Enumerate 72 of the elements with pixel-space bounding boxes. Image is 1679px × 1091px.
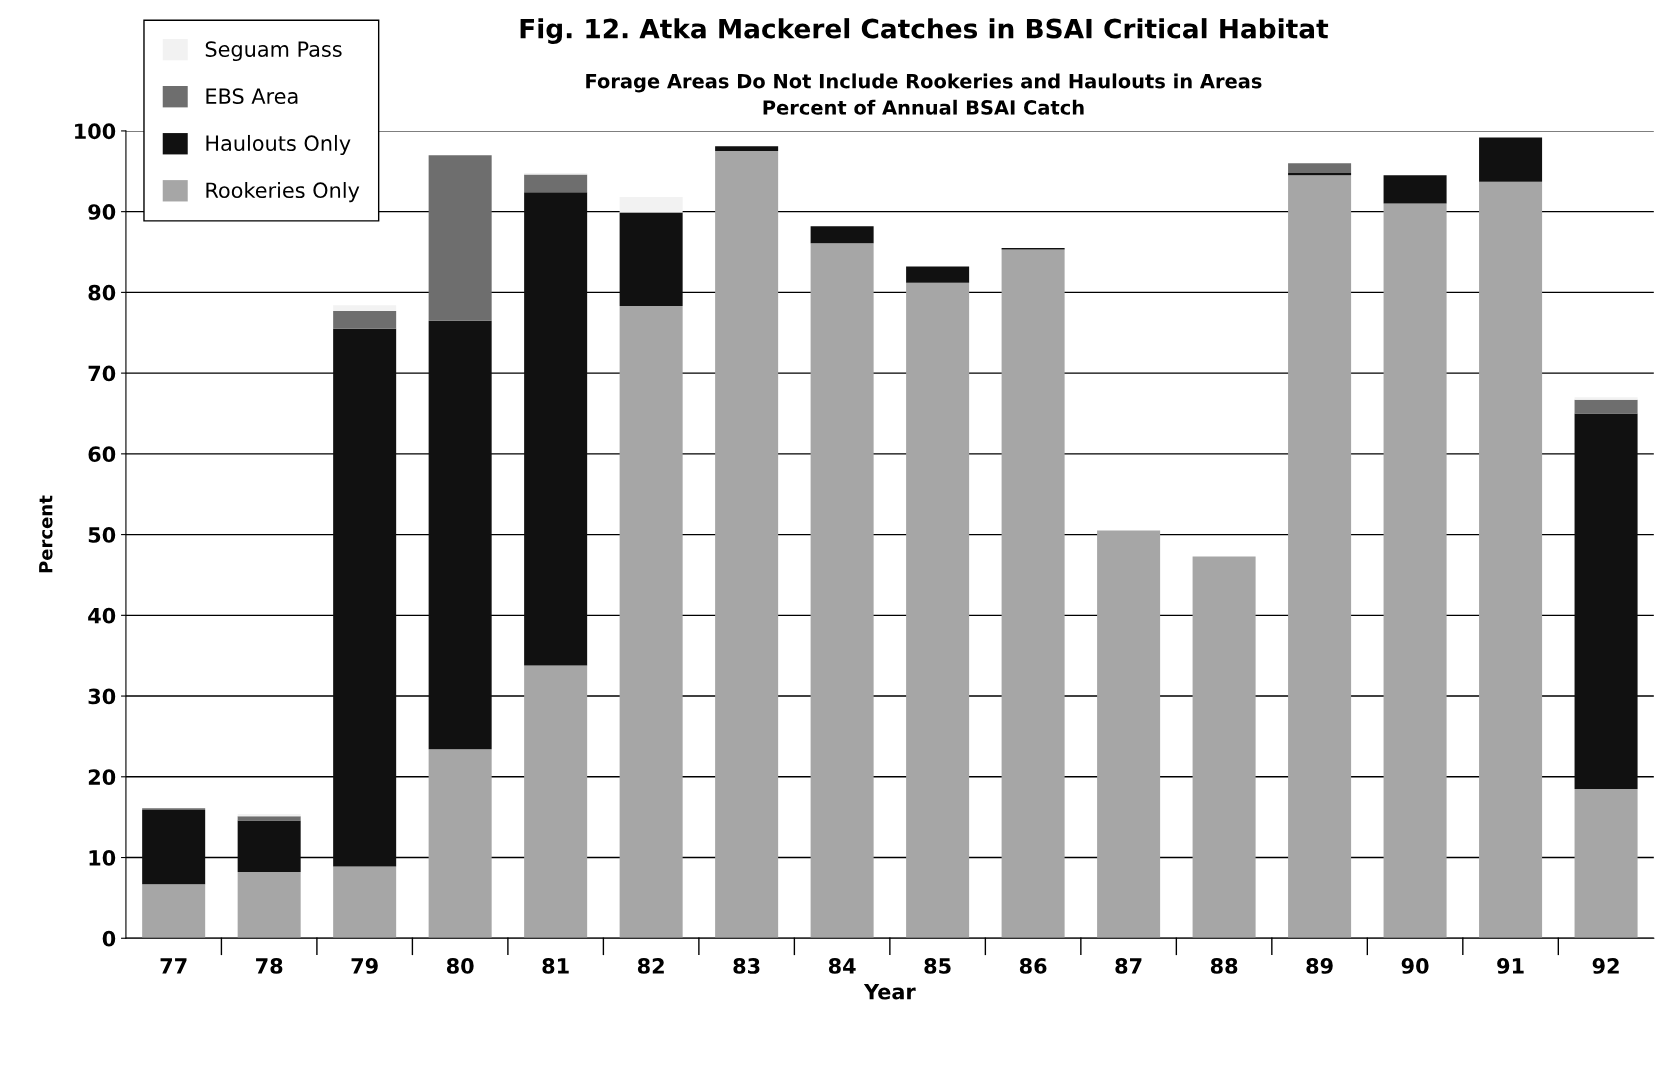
bar — [906, 266, 970, 283]
bar — [1001, 249, 1065, 939]
y-tick-label: 100 — [75, 123, 116, 140]
bar — [1574, 788, 1638, 939]
bar — [524, 192, 588, 666]
bar — [333, 328, 397, 867]
chart-title: Fig. 12. Atka Mackerel Catches in BSAI Critical Habitat — [520, 18, 1329, 44]
bar — [810, 226, 874, 244]
bar — [1288, 175, 1352, 939]
x-tick-label: 86 — [1019, 958, 1047, 974]
x-tick-label: 88 — [1210, 958, 1238, 974]
bar — [619, 212, 683, 307]
legend-label: Haulouts Only — [206, 134, 351, 156]
bar — [237, 872, 301, 939]
bar — [333, 305, 397, 311]
bar — [1097, 530, 1161, 939]
x-tick-label: 78 — [256, 958, 283, 974]
bar — [1383, 175, 1447, 204]
bar — [333, 310, 397, 329]
x-tick-label: 77 — [160, 958, 187, 974]
bar — [428, 320, 492, 750]
bar — [1192, 556, 1256, 939]
bar — [1288, 163, 1352, 173]
x-tick-label: 82 — [637, 958, 664, 974]
bar — [237, 816, 301, 821]
x-axis-title: Year — [863, 984, 916, 1000]
x-tick-label: 84 — [828, 958, 856, 974]
bar — [810, 243, 874, 939]
bar — [619, 306, 683, 939]
y-tick-label: 90 — [88, 204, 116, 220]
x-tick-label: 91 — [1497, 958, 1524, 974]
y-tick-label: 50 — [88, 527, 116, 543]
x-tick-label: 81 — [542, 958, 569, 974]
chart-subtitle: Forage Areas Do Not Include Rookeries and Haulouts in Areas Percent of Annual BSAI Catch — [586, 73, 1262, 115]
y-tick-label: 30 — [88, 688, 116, 705]
y-tick-label: 20 — [88, 769, 116, 785]
bar — [524, 665, 588, 939]
y-tick-label: 60 — [88, 446, 116, 463]
x-tick-label: 92 — [1592, 958, 1619, 974]
y-tick-label: 70 — [88, 365, 116, 382]
bar — [1383, 203, 1447, 939]
legend-label: EBS Area — [206, 88, 298, 105]
x-tick-label: 87 — [1115, 958, 1142, 974]
x-tick-label: 89 — [1306, 958, 1333, 974]
bar — [1574, 399, 1638, 414]
bar — [237, 820, 301, 873]
y-tick-label: 40 — [88, 607, 116, 624]
bar — [333, 866, 397, 939]
y-tick-label: 10 — [89, 849, 116, 866]
y-tick-label: 80 — [88, 284, 116, 301]
bar — [715, 146, 779, 152]
bar — [715, 151, 779, 939]
legend-label: Rookeries Only — [206, 181, 360, 203]
x-tick-label: 83 — [733, 958, 760, 974]
bar — [1574, 397, 1638, 400]
bar — [142, 809, 206, 885]
x-tick-label: 85 — [924, 958, 951, 974]
y-tick-label: 0 — [102, 930, 116, 947]
bar — [906, 282, 970, 939]
bar — [1479, 137, 1543, 182]
bar — [142, 884, 206, 939]
x-tick-label: 80 — [446, 958, 474, 974]
bar — [428, 749, 492, 939]
bar — [1479, 181, 1543, 939]
bar — [524, 174, 588, 193]
x-tick-label: 79 — [351, 958, 378, 974]
bar — [619, 197, 683, 213]
y-axis-title: Percent — [39, 495, 53, 573]
bar — [428, 155, 492, 321]
bar — [1574, 413, 1638, 789]
x-tick-label: 90 — [1401, 958, 1429, 974]
legend-label: Seguam Pass — [205, 41, 342, 62]
